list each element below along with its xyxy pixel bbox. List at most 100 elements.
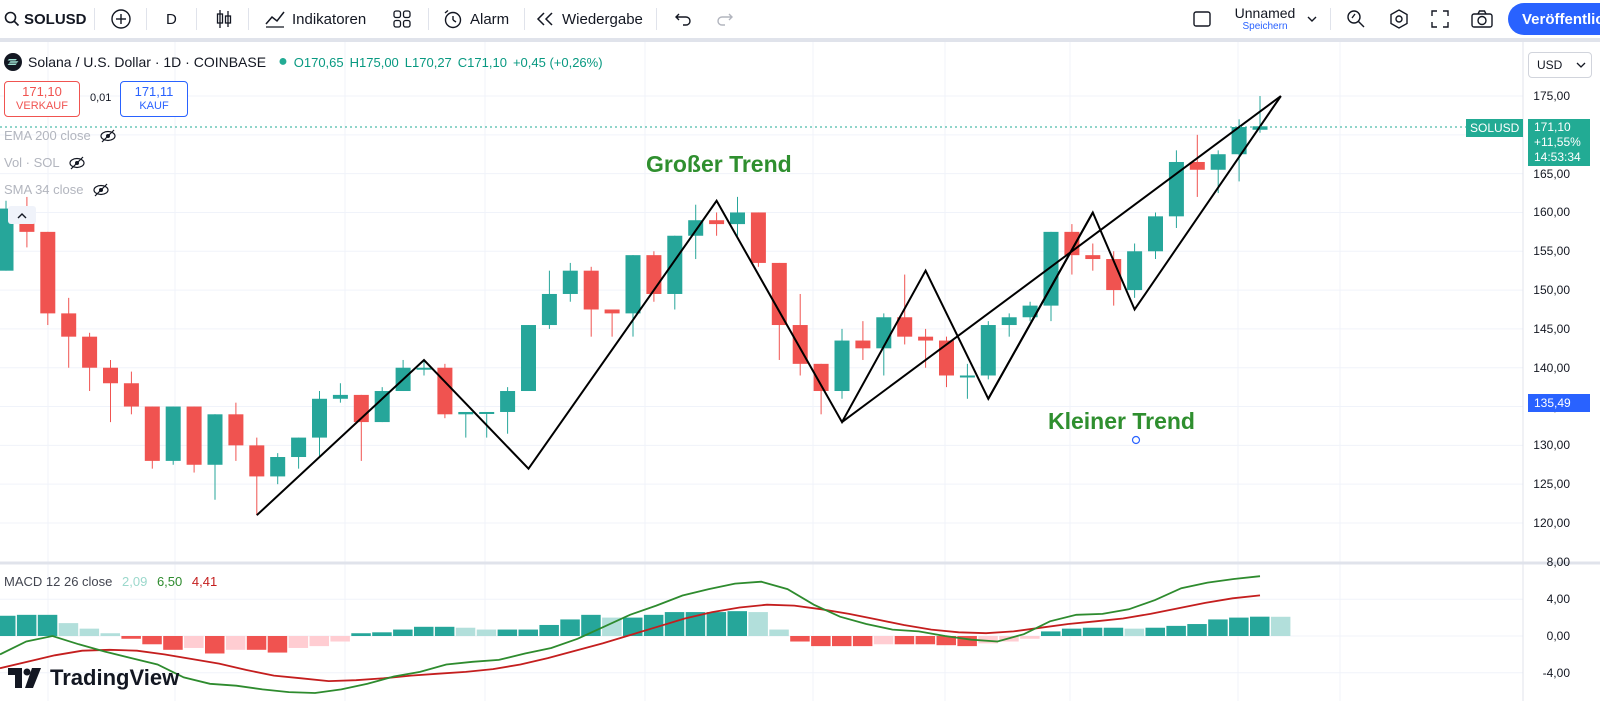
indicator-volume-label: Vol · SOL [4,155,60,170]
macd-histogram-bar [852,636,873,647]
macd-histogram-bar [706,612,727,636]
candle-body [959,375,975,378]
macd-histogram-bar [1041,631,1061,636]
price-tick-label: 140,00 [1533,360,1570,375]
candle-body [312,398,327,438]
fullscreen-button[interactable] [1430,0,1450,38]
macd-label: MACD 12 26 close [4,574,113,589]
tradingview-logo[interactable]: TradingView [8,665,179,691]
symbol-search[interactable]: SOLUSD [4,0,87,38]
quick-search-button[interactable] [1346,0,1366,38]
divider [656,8,657,30]
open-value: O170,65 [293,54,344,70]
chart-canvas[interactable] [0,42,1600,701]
candle-body [1127,251,1143,291]
candle-body [291,437,307,458]
divider [94,8,95,30]
macd-histogram-bar [978,636,998,644]
candle-body [980,325,996,376]
candle-body [1189,161,1205,170]
currency-select[interactable]: USD [1528,52,1592,78]
replay-button[interactable]: Wiedergabe [536,0,643,38]
candle-body [249,445,265,477]
candle-body [1231,127,1247,155]
low-value: L170,27 [404,54,452,70]
macd-histogram-bar [602,617,622,636]
divider [146,8,147,30]
indicators-button[interactable]: Indikatoren [264,0,366,38]
symbol-price-tag: SOLUSD [1466,119,1524,137]
collapse-legend-button[interactable] [8,206,36,224]
macd-tick-label: 4,00 [1546,592,1570,607]
macd-histogram-bar [330,636,350,642]
candles [0,96,1268,516]
macd-line-value: 6,50 [156,574,183,589]
square-icon [1193,11,1211,27]
price-tick-label: 130,00 [1533,438,1570,453]
candle-body [583,270,599,310]
candle-body [521,325,536,392]
top-toolbar: SOLUSD D Indikatoren Alarm Wiedergabe Un… [0,0,1600,42]
sell-button[interactable]: 171,10 VERKAUF [4,81,80,117]
candle-body [270,457,286,477]
compare-button[interactable] [110,0,132,38]
alert-button[interactable]: Alarm [442,0,509,38]
interval-button[interactable]: D [166,10,177,28]
trendlines [256,95,1282,516]
layout-checkbox[interactable] [1192,0,1212,38]
price-tick-label: 145,00 [1533,321,1570,336]
snapshot-button[interactable] [1470,0,1494,38]
eye-off-icon[interactable] [92,183,110,197]
buy-button[interactable]: 171,11 KAUF [120,81,188,117]
divider [248,8,249,30]
indicator-sma[interactable]: SMA 34 close [4,182,110,197]
eye-off-icon[interactable] [68,156,86,170]
buy-label: KAUF [139,100,169,112]
settings-button[interactable] [1388,0,1410,38]
rewind-icon [536,12,553,26]
macd-histogram-bar [790,636,810,642]
plus-circle-icon [111,9,131,29]
candle-body [1001,317,1017,326]
ohlc-values: O170,65 H175,00 L170,27 C171,10 +0,45 (+0,26… [294,55,609,70]
indicators-label: Indikatoren [292,10,367,28]
undo-button[interactable] [674,0,692,38]
search-icon [4,11,20,27]
macd-histogram-bar [1208,619,1228,636]
chart-type-button[interactable] [214,0,234,38]
macd-histogram-bar [79,628,100,636]
divider [1330,8,1331,30]
macd-tick-label: -4,00 [1542,665,1570,680]
candle-body [562,270,578,294]
candle-body [103,367,118,384]
macd-tick-label: 0,00 [1546,629,1570,643]
indicator-volume[interactable]: Vol · SOL [4,155,86,170]
macd-histogram-bar [121,636,141,639]
candle-body [604,309,620,314]
candle-body [228,414,244,446]
indicator-ema[interactable]: EMA 200 close [4,128,117,143]
candle-body [61,313,77,337]
macd-histogram-bar [246,636,267,650]
macd-histogram-bar [497,629,518,636]
macd-line [0,575,1261,694]
templates-button[interactable] [392,0,412,38]
macd-histogram-bar [351,633,371,636]
publish-label: Veröffentlic [1522,10,1600,28]
macd-histogram-bar [37,614,58,636]
publish-button[interactable]: Veröffentlic [1508,3,1600,35]
candle-body [1043,231,1059,306]
macd-histogram-bar [873,636,894,645]
layout-name-button[interactable]: Unnamed Speichern [1230,5,1300,32]
big-trend-label[interactable]: Großer Trend [646,151,792,177]
indicator-sma-label: SMA 34 close [4,182,84,197]
macd-histogram-bar [0,615,16,636]
macd-histogram-bar [1124,628,1145,636]
redo-button[interactable] [716,0,734,38]
countdown: 14:53:34 [1534,150,1581,164]
eye-off-icon[interactable] [99,129,117,143]
sell-price: 171,10 [22,84,62,99]
macd-legend[interactable]: MACD 12 26 close 2,09 6,50 4,41 [4,574,217,589]
small-trend-label[interactable]: Kleiner Trend [1048,408,1195,434]
layout-menu-button[interactable] [1306,0,1318,38]
